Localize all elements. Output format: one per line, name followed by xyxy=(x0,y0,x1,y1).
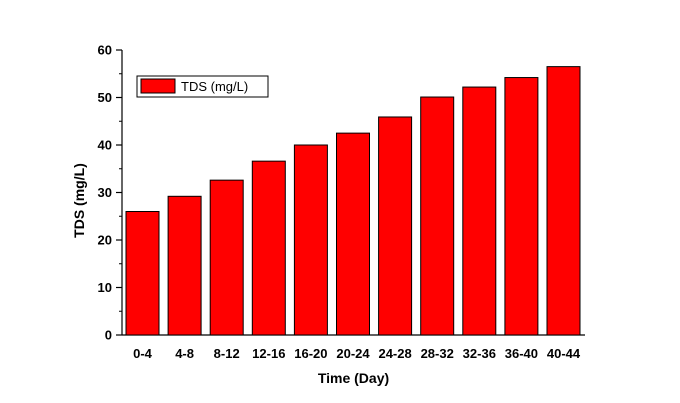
bar-16-20 xyxy=(293,144,328,336)
bar-28-32 xyxy=(420,96,455,336)
plot-area: 0 10 20 30 40 50 60 0-4 4-8 8-12 12-16 16-20 20-24 24… xyxy=(98,43,585,361)
y-tick-label: 30 xyxy=(98,185,112,200)
y-tick-label: 20 xyxy=(98,233,112,248)
x-tick-label: 16-20 xyxy=(294,346,327,361)
x-tick-label: 40-44 xyxy=(547,346,581,361)
bar-20-24 xyxy=(336,132,370,336)
x-tick-label: 8-12 xyxy=(214,346,240,361)
x-tick-label: 36-40 xyxy=(505,346,538,361)
y-axis-title: TDS (mg/L) xyxy=(71,163,87,238)
x-tick-label: 4-8 xyxy=(175,346,194,361)
legend-label: TDS (mg/L) xyxy=(181,79,248,94)
x-tick-label: 24-28 xyxy=(378,346,411,361)
x-tick-label: 12-16 xyxy=(252,346,285,361)
legend-swatch xyxy=(140,78,176,94)
y-tick-label: 50 xyxy=(98,90,112,105)
x-tick-label: 0-4 xyxy=(133,346,153,361)
x-tick-label: 32-36 xyxy=(463,346,496,361)
bar-12-16 xyxy=(251,160,286,336)
bar-24-28 xyxy=(378,116,413,336)
bar-8-12 xyxy=(209,179,244,336)
y-tick-label: 0 xyxy=(105,328,112,343)
bar-40-44 xyxy=(546,66,581,336)
bar-0-4 xyxy=(125,211,160,336)
x-tick-label: 20-24 xyxy=(336,346,370,361)
bar-32-36 xyxy=(462,86,497,336)
x-axis-title: Time (Day) xyxy=(318,370,389,386)
y-tick-label: 60 xyxy=(98,43,112,58)
bar-4-8 xyxy=(167,195,202,336)
x-tick-label: 28-32 xyxy=(421,346,454,361)
bar-36-40 xyxy=(504,77,539,336)
y-tick-label: 10 xyxy=(98,280,112,295)
legend: TDS (mg/L) xyxy=(136,75,269,98)
y-tick-label: 40 xyxy=(98,138,112,153)
